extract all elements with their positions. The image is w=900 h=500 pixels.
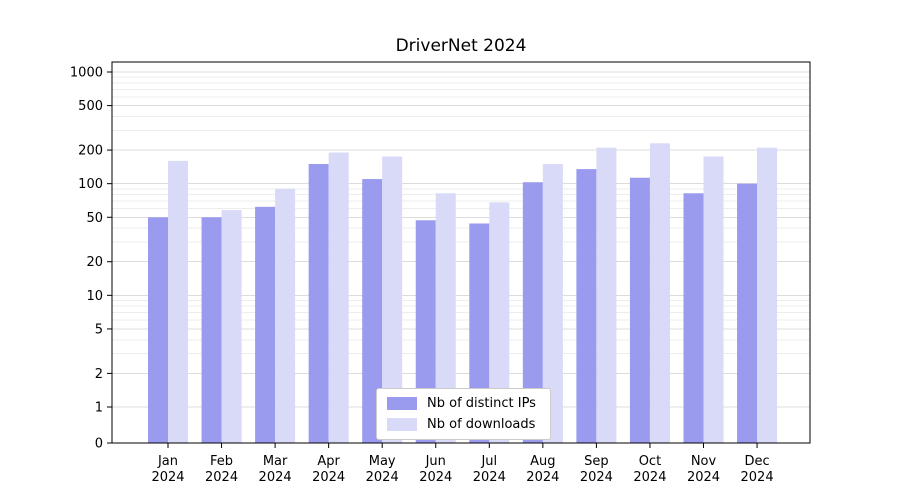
chart-title: DriverNet 2024	[395, 36, 527, 56]
bar-ips-nov	[683, 193, 704, 443]
bar-ips-jan	[148, 217, 168, 443]
bar-ips-aug	[522, 182, 543, 443]
x-tick-label: Nov 2024	[687, 454, 720, 485]
y-tick-label: 50	[86, 211, 103, 226]
y-tick-label: 100	[78, 177, 103, 192]
x-tick-label: Sep 2024	[580, 454, 613, 485]
bar-ips-sep	[576, 169, 597, 443]
x-tick-label: Jul 2024	[473, 454, 506, 485]
bar-downloads-dec	[757, 147, 778, 443]
x-tick-label: Dec 2024	[741, 454, 774, 485]
bar-ips-jun	[415, 220, 436, 443]
bar-downloads-aug	[542, 163, 563, 443]
x-tick-label: Oct 2024	[633, 454, 666, 485]
bar-downloads-sep	[596, 147, 617, 443]
bar-ips-mar	[255, 206, 276, 443]
bar-ips-dec	[737, 183, 758, 443]
bar-downloads-jan	[168, 160, 188, 444]
x-tick-label: Jan 2024	[151, 454, 184, 485]
x-tick-label: Aug 2024	[526, 454, 559, 485]
plot-border	[111, 61, 811, 444]
y-tick-label: 1000	[70, 65, 103, 80]
legend-item-downloads: Nb of downloads	[387, 417, 536, 432]
legend-label-downloads: Nb of downloads	[427, 417, 536, 432]
bar-ips-may	[362, 179, 383, 444]
legend: Nb of distinct IPs Nb of downloads	[376, 388, 551, 440]
y-tick-label: 10	[86, 289, 103, 304]
x-tick-label: Mar 2024	[259, 454, 292, 485]
y-tick-label: 0	[95, 437, 103, 452]
legend-label-distinct-ips: Nb of distinct IPs	[427, 396, 536, 411]
bar-ips-feb	[201, 217, 222, 443]
x-tick-label: May 2024	[366, 454, 399, 485]
bar-ips-apr	[308, 163, 329, 443]
bar-downloads-nov	[703, 156, 724, 443]
y-tick-label: 5	[95, 322, 103, 337]
x-tick-label: Jun 2024	[419, 454, 452, 485]
bar-downloads-jul	[489, 202, 510, 443]
x-tick-label: Apr 2024	[312, 454, 345, 485]
bar-downloads-oct	[649, 143, 670, 443]
y-tick-label: 500	[78, 99, 103, 114]
y-tick-label: 20	[86, 255, 103, 270]
y-tick-label: 2	[95, 367, 103, 382]
x-tick-label: Feb 2024	[205, 454, 238, 485]
y-tick-label: 200	[78, 144, 103, 159]
bar-downloads-mar	[275, 188, 296, 443]
legend-swatch-downloads	[387, 418, 417, 431]
legend-swatch-distinct-ips	[387, 397, 417, 410]
bar-downloads-apr	[328, 152, 349, 443]
y-tick-label: 1	[95, 401, 103, 416]
bar-downloads-may	[382, 156, 403, 443]
bar-downloads-feb	[221, 210, 242, 443]
legend-item-distinct-ips: Nb of distinct IPs	[387, 396, 536, 411]
bar-downloads-jun	[435, 193, 456, 443]
bar-ips-oct	[629, 177, 650, 443]
